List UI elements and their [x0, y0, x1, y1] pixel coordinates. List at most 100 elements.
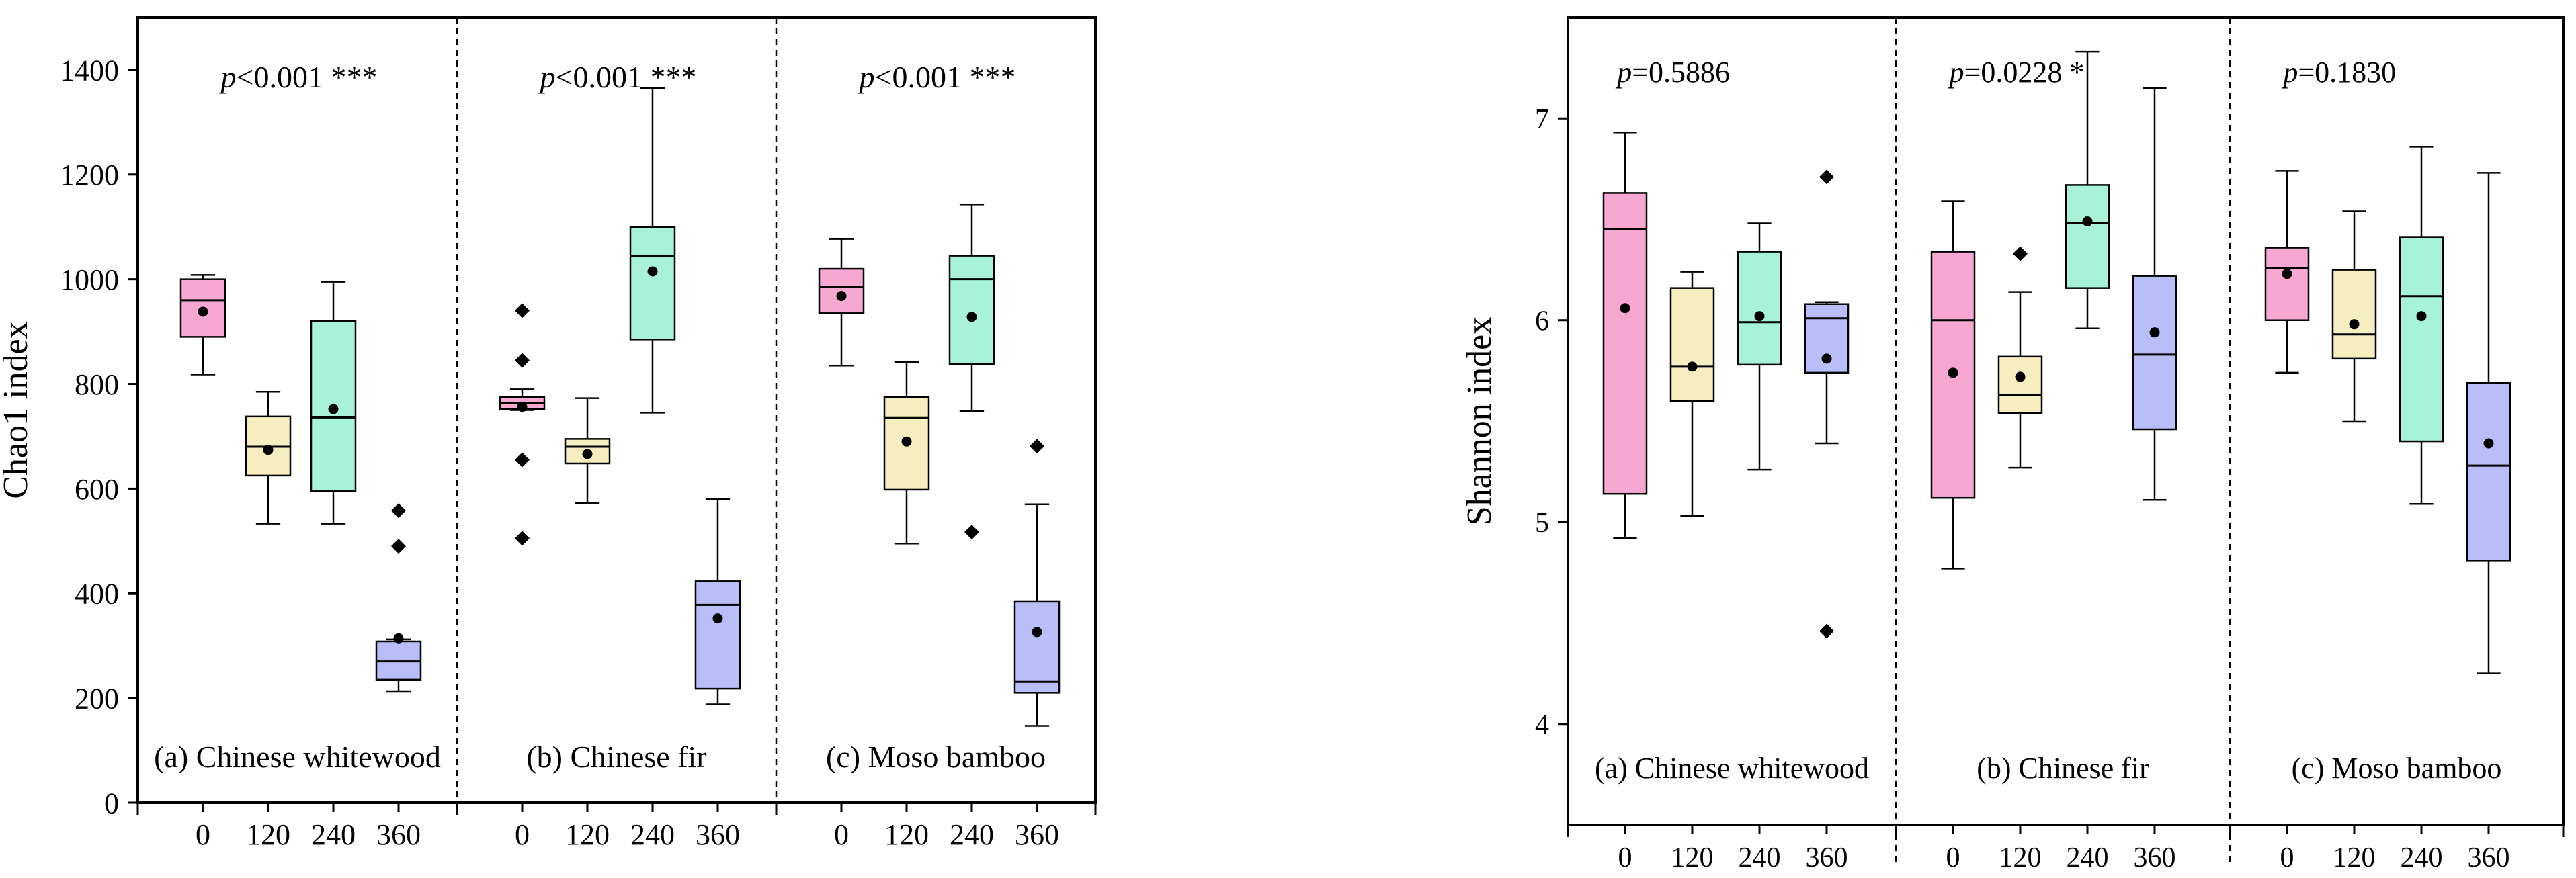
- x-tick-label: 360: [696, 818, 740, 851]
- mean-point: [328, 404, 339, 414]
- box-b-120: [564, 397, 611, 504]
- box-iqr: [1737, 251, 1782, 366]
- box-c-0: [818, 238, 865, 367]
- box-iqr: [948, 255, 995, 365]
- p-value-annotation: p=0.0228 *: [1948, 56, 2085, 89]
- plot-frame: [136, 16, 1097, 804]
- mean-point: [2349, 319, 2360, 330]
- outlier-point: [1030, 439, 1044, 454]
- outlier-point: [391, 503, 406, 519]
- box-b-360: [694, 498, 741, 705]
- box-iqr: [883, 396, 930, 491]
- box-iqr: [2132, 275, 2177, 431]
- p-value-text: =0.1830: [2298, 56, 2396, 89]
- p-symbol: p: [1615, 56, 1632, 89]
- box-a-0: [179, 274, 226, 376]
- x-tick-label: 240: [1739, 842, 1781, 873]
- p-value-text: <0.001 ***: [237, 60, 378, 94]
- box-a-120: [245, 390, 292, 525]
- x-tick-label: 120: [2333, 842, 2376, 873]
- y-tick-label: 5: [1535, 508, 1549, 539]
- group-label: (a) Chinese whitewood: [1595, 752, 1869, 785]
- mean-point: [198, 306, 208, 317]
- y-tick-label: 400: [75, 578, 119, 611]
- x-tick-label: 360: [376, 818, 421, 851]
- x-tick-label: 120: [565, 818, 610, 851]
- x-tick-label: 120: [246, 818, 290, 851]
- y-tick-label: 6: [1535, 306, 1549, 337]
- box-iqr: [1669, 287, 1715, 402]
- box-c-240: [948, 203, 995, 540]
- box-iqr: [2331, 269, 2377, 360]
- y-tick-label: 600: [75, 473, 119, 506]
- box-c-0: [2264, 170, 2310, 374]
- mean-point: [1821, 353, 1832, 364]
- group-label: (c) Moso bamboo: [2292, 752, 2502, 785]
- mean-point: [2416, 311, 2427, 322]
- p-value-annotation: p<0.001 ***: [858, 60, 1016, 94]
- mean-point: [1754, 311, 1765, 322]
- box-a-120: [1669, 271, 1715, 517]
- y-tick-label: 200: [75, 683, 119, 715]
- mean-point: [393, 633, 404, 644]
- x-tick-label: 240: [630, 818, 675, 851]
- box-a-0: [1602, 132, 1648, 539]
- y-axis-label: Chao1 index: [0, 321, 35, 498]
- y-tick-label: 0: [104, 787, 119, 820]
- mean-point: [2483, 438, 2494, 449]
- box-b-240: [2065, 50, 2110, 330]
- box-iqr: [2065, 184, 2110, 289]
- outlier-point: [515, 303, 530, 318]
- y-tick-label: 7: [1535, 104, 1549, 135]
- mean-point: [1032, 627, 1042, 638]
- x-tick-label: 0: [1946, 842, 1960, 873]
- outlier-point: [391, 539, 406, 554]
- box-iqr: [629, 226, 676, 341]
- p-value-annotation: p=0.5886: [1615, 56, 1730, 89]
- box-iqr: [2466, 382, 2511, 562]
- p-symbol: p: [858, 60, 875, 94]
- box-iqr: [2399, 236, 2444, 443]
- x-tick-label: 0: [196, 818, 210, 851]
- x-tick-label: 120: [884, 818, 929, 851]
- y-tick-label: 1200: [60, 159, 119, 191]
- mean-point: [2015, 371, 2026, 382]
- x-tick-label: 0: [515, 818, 530, 851]
- box-c-360: [1013, 439, 1061, 727]
- p-symbol: p: [219, 60, 237, 94]
- mean-point: [1687, 361, 1698, 372]
- p-value-text: <0.001 ***: [875, 60, 1016, 94]
- mean-point: [1620, 303, 1630, 314]
- box-b-120: [1997, 246, 2043, 469]
- p-value-annotation: p<0.001 ***: [538, 60, 697, 94]
- x-tick-label: 240: [311, 818, 356, 851]
- mean-point: [966, 312, 977, 322]
- outlier-point: [515, 452, 530, 468]
- box-a-240: [310, 281, 357, 525]
- group-label: (b) Chinese fir: [1977, 752, 2149, 785]
- outlier-point: [515, 531, 530, 546]
- outlier-point: [515, 353, 530, 368]
- x-tick-label: 240: [950, 818, 994, 851]
- x-tick-label: 0: [1618, 842, 1632, 873]
- y-tick-label: 4: [1535, 709, 1549, 740]
- box-iqr: [694, 580, 741, 690]
- x-tick-label: 240: [2067, 842, 2109, 873]
- p-value-text: =0.0228 *: [1964, 56, 2085, 89]
- outlier-point: [1819, 623, 1834, 639]
- y-tick-label: 1400: [60, 54, 119, 87]
- mean-point: [647, 266, 658, 277]
- box-a-360: [375, 503, 422, 693]
- box-iqr: [1013, 600, 1061, 694]
- box-iqr: [1602, 192, 1648, 495]
- group-label: (b) Chinese fir: [526, 740, 706, 774]
- mean-point: [901, 436, 912, 447]
- box-b-240: [629, 87, 676, 414]
- x-tick-label: 0: [2280, 842, 2294, 873]
- p-value-text: <0.001 ***: [556, 60, 697, 94]
- outlier-point: [2013, 246, 2028, 261]
